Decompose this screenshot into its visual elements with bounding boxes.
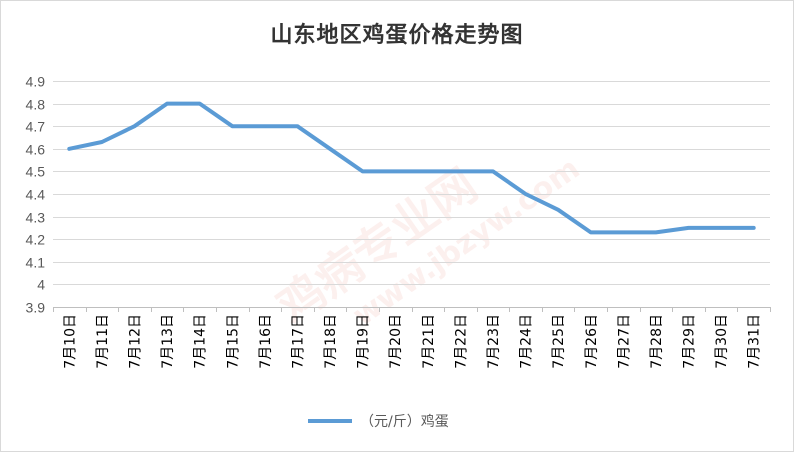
x-axis-ticks: 7月10日 7月11日 7月12日 7月13日 7月14日 7月15日 7月16日 7月17日… [62, 314, 762, 369]
x-tick-label: 7月15日 [225, 314, 241, 369]
data-point [328, 147, 332, 151]
x-tick-label: 7月20日 [388, 314, 404, 369]
data-point [263, 124, 267, 128]
y-tick-label: 4.1 [26, 255, 46, 271]
data-point [361, 169, 365, 173]
y-tick-label: 4.5 [26, 164, 46, 180]
x-tick-label: 7月14日 [193, 314, 209, 369]
x-tick-label: 7月12日 [127, 314, 143, 369]
data-point [230, 124, 234, 128]
data-point [491, 169, 495, 173]
data-point [198, 102, 202, 106]
x-tick-label: 7月30日 [714, 314, 730, 369]
data-point [393, 169, 397, 173]
x-tick-label: 7月24日 [519, 314, 535, 369]
data-point [165, 102, 169, 106]
data-point [687, 226, 690, 230]
x-tick-label: 7月23日 [486, 314, 502, 369]
data-point [752, 226, 756, 230]
y-axis-ticks: 3.9 4 4.1 4.2 4.3 4.4 4.5 4.6 4.7 4.8 4.9 [26, 74, 46, 316]
data-point [556, 208, 560, 212]
x-tick-label: 7月11日 [95, 314, 111, 369]
data-point [458, 169, 462, 173]
y-tick-label: 4 [37, 277, 45, 293]
x-tick-label: 7月10日 [62, 314, 78, 369]
y-tick-label: 4.2 [26, 232, 46, 248]
y-tick-label: 4.8 [26, 97, 46, 113]
x-tick-label: 7月18日 [323, 314, 339, 369]
data-point [295, 124, 299, 128]
watermark: 鸡病专业网 www.jbzyw.com [267, 151, 586, 334]
x-tick-label: 7月27日 [616, 314, 632, 369]
data-point [654, 230, 658, 234]
data-point [426, 169, 430, 173]
x-tick-label: 7月21日 [421, 314, 437, 369]
series-line [67, 101, 756, 235]
data-point [524, 192, 528, 196]
x-tick-label: 7月25日 [551, 314, 567, 369]
x-tick-label: 7月13日 [160, 314, 176, 369]
data-point [67, 147, 71, 151]
data-point [589, 230, 593, 234]
x-tick-label: 7月29日 [682, 314, 698, 369]
y-tick-label: 3.9 [26, 300, 46, 316]
x-tick-label: 7月26日 [584, 314, 600, 369]
x-tick-label: 7月28日 [649, 314, 665, 369]
x-tick-label: 7月31日 [747, 314, 763, 369]
legend-label: （元/斤）鸡蛋 [360, 413, 449, 430]
x-tick-label: 7月17日 [290, 314, 306, 369]
gridlines [53, 81, 771, 312]
y-tick-label: 4.3 [26, 210, 46, 226]
y-tick-label: 4.9 [26, 74, 46, 90]
data-point [100, 140, 104, 144]
x-tick-label: 7月19日 [356, 314, 372, 369]
y-tick-label: 4.6 [26, 142, 46, 158]
x-tick-label: 7月22日 [453, 314, 469, 369]
y-tick-label: 4.7 [26, 119, 46, 135]
data-point [621, 230, 625, 234]
y-tick-label: 4.4 [26, 187, 46, 203]
x-tick-label: 7月16日 [258, 314, 274, 369]
chart-title: 山东地区鸡蛋价格走势图 [270, 22, 524, 48]
series-layer [67, 101, 756, 235]
legend: （元/斤）鸡蛋 [308, 413, 449, 430]
data-point [719, 226, 723, 230]
data-point [133, 124, 136, 128]
